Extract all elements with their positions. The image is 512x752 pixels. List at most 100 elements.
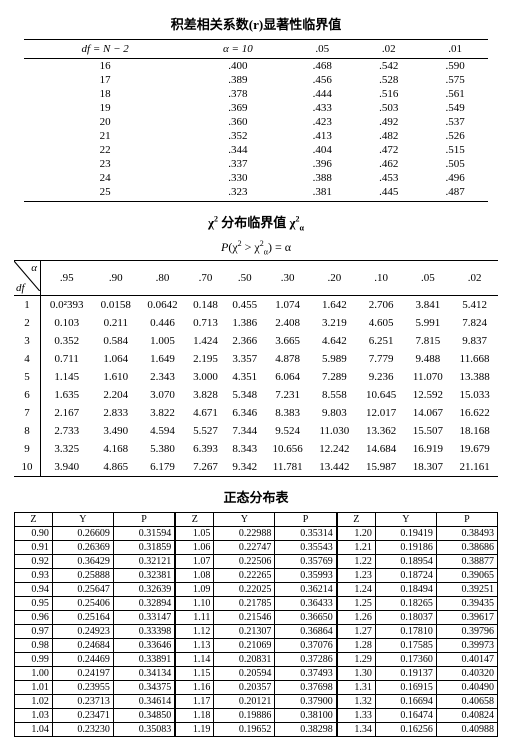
- t2-cell: 8.343: [225, 440, 264, 458]
- t2-a6: .20: [311, 260, 358, 295]
- t3-row: 0.970.249230.333981.120.213070.368641.27…: [15, 624, 498, 638]
- t2-cell: 15.987: [358, 458, 405, 477]
- t3-cell: 1.23: [337, 568, 376, 582]
- t2-cell: 4.642: [311, 332, 358, 350]
- t2-cell: 15.033: [451, 386, 498, 404]
- t3-cell: 0.36214: [275, 582, 337, 596]
- t2-subtitle: P(χ2 > χ2α) = α: [14, 239, 498, 256]
- t1-cell: 17: [24, 73, 187, 87]
- t3-cell: 1.17: [175, 694, 214, 708]
- t2-cell: 3.822: [139, 404, 186, 422]
- corner-df: df: [16, 282, 25, 294]
- t2-cell: 11.030: [311, 422, 358, 440]
- t1-row: 16.400.468.542.590: [24, 59, 489, 74]
- t2-cell: 3.070: [139, 386, 186, 404]
- t2-a1: .90: [92, 260, 139, 295]
- t3-cell: 1.00: [15, 666, 53, 680]
- t2-header: α df .95 .90 .80 .70 .50 .30 .20 .10 .05…: [14, 260, 498, 295]
- t2-title: χ2 分布临界值 χ2α: [14, 212, 498, 233]
- t3-cell: 0.20121: [214, 694, 275, 708]
- t1-cell: 21: [24, 129, 187, 143]
- t1-cell: .537: [422, 115, 488, 129]
- t2-cell: 0.713: [186, 314, 225, 332]
- t3-cell: 0.90: [15, 526, 53, 540]
- t3-cell: 1.22: [337, 554, 376, 568]
- t3-cell: 0.34375: [113, 680, 175, 694]
- t2-cell: 9.524: [264, 422, 311, 440]
- t2-row: 40.7111.0641.6492.1953.3574.8785.9897.77…: [14, 350, 498, 368]
- t2-cell: 4.351: [225, 368, 264, 386]
- t2-cell: 3.357: [225, 350, 264, 368]
- t2-cell: 0.711: [41, 350, 93, 368]
- t3-cell: 1.20: [337, 526, 376, 540]
- t3-header: Z Y P Z Y P Z Y P: [15, 512, 498, 526]
- t1-cell: 18: [24, 87, 187, 101]
- t3-row: 0.910.263690.318591.060.227470.355431.21…: [15, 540, 498, 554]
- t3-cell: 0.39973: [436, 638, 497, 652]
- t1-cell: .492: [356, 115, 422, 129]
- t3-row: 1.020.237130.346141.170.201210.379001.32…: [15, 694, 498, 708]
- t2-cell: 5.989: [311, 350, 358, 368]
- t2-cell: 9.342: [225, 458, 264, 477]
- t3-row: 1.010.239550.343751.160.203570.376981.31…: [15, 680, 498, 694]
- t2-cell: 10.645: [358, 386, 405, 404]
- t3-cell: 0.91: [15, 540, 53, 554]
- t3-cell: 0.19137: [375, 666, 436, 680]
- t3-cell: 0.38686: [436, 540, 497, 554]
- t2-cell: 0.103: [41, 314, 93, 332]
- t3-cell: 0.18037: [375, 610, 436, 624]
- t2-cell: 3.841: [404, 295, 451, 314]
- t3-cell: 0.92: [15, 554, 53, 568]
- t2-cell: 15.507: [404, 422, 451, 440]
- t3-cell: 0.32381: [113, 568, 175, 582]
- t3-cell: 0.38493: [436, 526, 497, 540]
- t3-cell: 1.30: [337, 666, 376, 680]
- t2-cell: 7.815: [404, 332, 451, 350]
- t2-cell: 3.490: [92, 422, 139, 440]
- t3-cell: 0.33891: [113, 652, 175, 666]
- t1-cell: .369: [187, 101, 289, 115]
- t2-cell: 1.005: [139, 332, 186, 350]
- t2-cell: 12.017: [358, 404, 405, 422]
- t3-cell: 1.24: [337, 582, 376, 596]
- t2-cell: 2.833: [92, 404, 139, 422]
- t2-cell: 1.635: [41, 386, 93, 404]
- t2-a2: .80: [139, 260, 186, 295]
- t2-df: 3: [14, 332, 41, 350]
- t2-cell: 13.442: [311, 458, 358, 477]
- t3-cell: 0.97: [15, 624, 53, 638]
- t2-cell: 2.343: [139, 368, 186, 386]
- t2-cell: 2.733: [41, 422, 93, 440]
- t1-cell: .323: [187, 185, 289, 202]
- t3-cell: 1.09: [175, 582, 214, 596]
- t3-cell: 0.17810: [375, 624, 436, 638]
- t1-cell: .526: [422, 129, 488, 143]
- t2-cell: 3.940: [41, 458, 93, 477]
- t1-cell: .413: [289, 129, 355, 143]
- t2-cell: 1.074: [264, 295, 311, 314]
- t3-cell: 0.23230: [52, 722, 113, 736]
- t2-cell: 0.584: [92, 332, 139, 350]
- t1-cell: .404: [289, 143, 355, 157]
- t3-cell: 0.38298: [275, 722, 337, 736]
- t1-cell: .542: [356, 59, 422, 74]
- t2-cell: 0.0158: [92, 295, 139, 314]
- t1-cell: .344: [187, 143, 289, 157]
- t2-row: 20.1030.2110.4460.7131.3862.4083.2194.60…: [14, 314, 498, 332]
- t1-cell: .472: [356, 143, 422, 157]
- t2-cell: 12.592: [404, 386, 451, 404]
- t2-cell: 2.706: [358, 295, 405, 314]
- t2-cell: 1.386: [225, 314, 264, 332]
- t3-cell: 0.22025: [214, 582, 275, 596]
- t1-cell: .462: [356, 157, 422, 171]
- t2-cell: 2.167: [41, 404, 93, 422]
- t1-cell: .575: [422, 73, 488, 87]
- t1-row: 22.344.404.472.515: [24, 143, 489, 157]
- t3-row: 0.900.266090.315941.050.229880.353141.20…: [15, 526, 498, 540]
- t2-cell: 13.362: [358, 422, 405, 440]
- t2-cell: 11.781: [264, 458, 311, 477]
- t2-cell: 9.236: [358, 368, 405, 386]
- t3-row: 0.920.364290.321211.070.225060.357691.22…: [15, 554, 498, 568]
- t3-cell: 0.23955: [52, 680, 113, 694]
- t3-cell: 0.39617: [436, 610, 497, 624]
